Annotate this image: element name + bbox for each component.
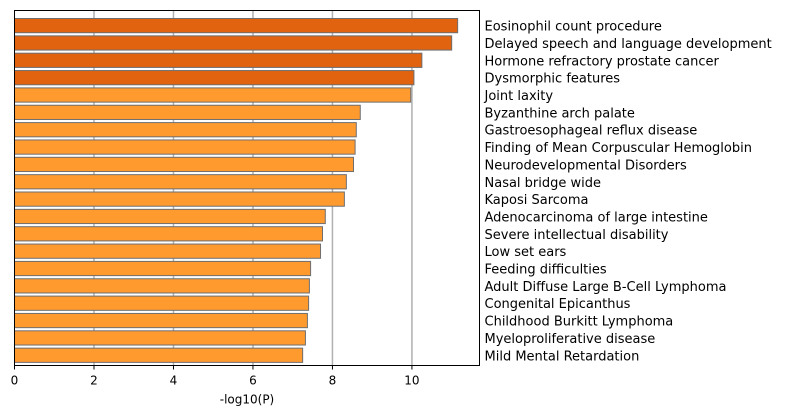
bar xyxy=(14,52,423,68)
plot-frame xyxy=(14,10,480,366)
bar xyxy=(14,260,312,277)
category-label: Congenital Epicanthus xyxy=(485,297,631,312)
x-tick-label: 8 xyxy=(329,374,337,388)
bar xyxy=(14,243,322,259)
bar xyxy=(14,122,357,138)
bar xyxy=(14,330,306,346)
x-tick-label: 10 xyxy=(404,374,419,388)
category-label: Low set ears xyxy=(485,245,567,260)
x-axis-ticks: 0 2 4 6 8 10 xyxy=(11,365,420,388)
bar xyxy=(14,295,310,311)
x-tick-label: 4 xyxy=(170,374,178,388)
category-label: Severe intellectual disability xyxy=(485,228,669,243)
bar xyxy=(14,226,324,242)
x-tick-label: 6 xyxy=(249,374,257,388)
bar xyxy=(14,278,310,294)
bar xyxy=(14,70,415,86)
bar xyxy=(14,208,326,225)
category-label: Eosinophil count procedure xyxy=(485,20,662,35)
category-label: Adult Diffuse Large B-Cell Lymphoma xyxy=(485,280,727,295)
category-label: Delayed speech and language development xyxy=(485,37,772,52)
bar xyxy=(14,191,345,207)
bar xyxy=(14,312,308,329)
category-label: Myeloproliferative disease xyxy=(485,332,656,347)
bar xyxy=(14,87,412,103)
category-label: Gastroesophageal reflux disease xyxy=(485,124,698,139)
category-label: Neurodevelopmental Disorders xyxy=(485,158,688,173)
category-labels: Eosinophil count procedure Delayed speech… xyxy=(484,20,772,365)
bar xyxy=(14,35,453,51)
x-tick-label: 0 xyxy=(11,374,19,388)
bar xyxy=(14,347,304,363)
bar xyxy=(14,18,459,34)
x-axis-label: -log10(P) xyxy=(220,393,275,407)
bar xyxy=(14,104,361,120)
bar xyxy=(14,174,347,190)
category-label: Nasal bridge wide xyxy=(485,176,602,191)
bar xyxy=(14,139,356,155)
category-label: Dysmorphic features xyxy=(485,72,621,87)
category-label: Finding of Mean Corpuscular Hemoglobin xyxy=(485,141,752,156)
category-label: Hormone refractory prostate cancer xyxy=(485,54,720,69)
bars xyxy=(14,18,459,363)
category-label: Feeding difficulties xyxy=(485,263,607,278)
category-label: Joint laxity xyxy=(484,89,554,104)
category-label: Adenocarcinoma of large intestine xyxy=(485,210,708,225)
category-label: Mild Mental Retardation xyxy=(485,349,640,364)
category-label: Byzanthine arch palate xyxy=(485,106,635,121)
x-tick-label: 2 xyxy=(90,374,98,388)
bar xyxy=(14,156,355,173)
category-label: Kaposi Sarcoma xyxy=(485,193,589,208)
category-label: Childhood Burkitt Lymphoma xyxy=(485,315,674,330)
